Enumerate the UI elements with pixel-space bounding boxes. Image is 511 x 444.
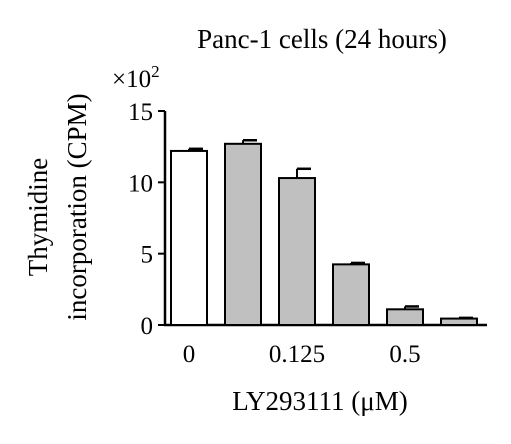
y-tick-label: 5 (141, 242, 154, 269)
bars (170, 138, 478, 327)
bar (278, 177, 316, 326)
x-tick-label: 0 (183, 341, 196, 368)
y-multiplier-exponent: 2 (151, 62, 160, 81)
y-multiplier-base: ×10 (112, 66, 151, 93)
bar (440, 317, 478, 326)
bar (332, 263, 370, 327)
y-ticks: 0 5 10 15 (128, 99, 165, 340)
axes (163, 111, 487, 327)
bar (386, 308, 424, 327)
y-axis-label-line1: Thymidine (23, 158, 53, 276)
y-tick-label: 15 (128, 99, 153, 126)
x-tick-labels: 0 0.125 0.5 (183, 341, 421, 368)
bar (170, 149, 208, 326)
y-multiplier: ×102 (112, 62, 160, 93)
chart-title: Panc-1 cells (24 hours) (197, 24, 447, 54)
y-tick-label: 0 (141, 313, 154, 340)
x-tick-label: 0.125 (269, 341, 325, 368)
x-axis-label: LY293111 (μM) (232, 386, 408, 416)
y-axis-label-line2: incorporation (CPM) (62, 93, 92, 320)
x-tick-label: 0.5 (389, 341, 420, 368)
bar (224, 142, 262, 326)
y-tick-label: 10 (128, 170, 153, 197)
